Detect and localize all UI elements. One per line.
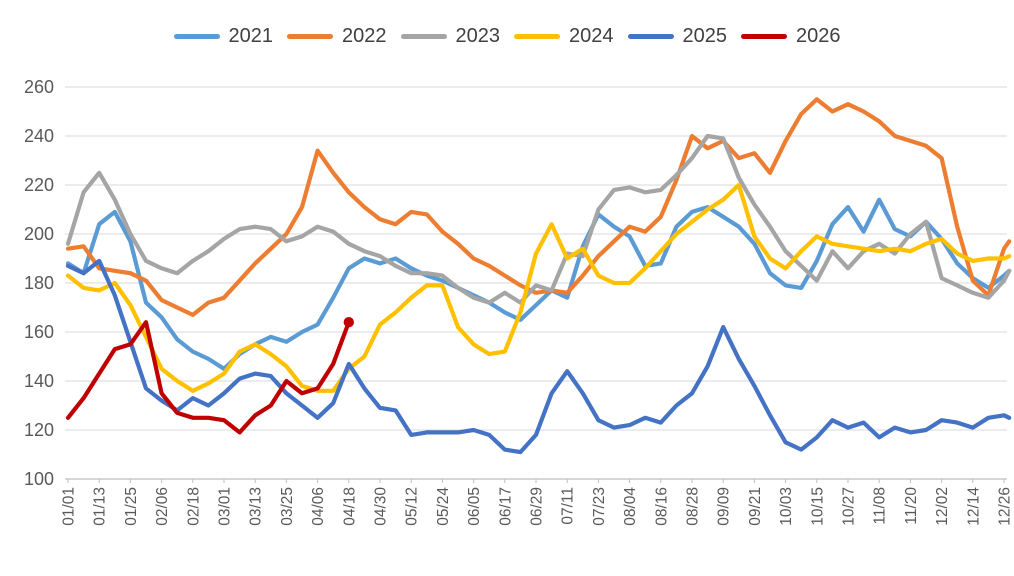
x-tick-label-10/27: 10/27 — [841, 487, 858, 526]
x-tick-label-04/06: 04/06 — [310, 487, 327, 526]
x-tick-label-12/14: 12/14 — [965, 487, 982, 526]
x-tick-label-06/17: 06/17 — [497, 487, 514, 526]
x-tick-label-04/18: 04/18 — [341, 487, 358, 526]
x-tick-label-01/25: 01/25 — [123, 487, 140, 526]
x-tick-label-08/28: 08/28 — [685, 487, 702, 526]
x-tick-label-08/04: 08/04 — [622, 487, 639, 526]
x-tick-label-06/29: 06/29 — [529, 487, 546, 526]
x-tick-label-09/09: 09/09 — [716, 487, 733, 526]
x-tick-label-02/18: 02/18 — [185, 487, 202, 526]
legend-swatch-2022 — [287, 33, 333, 39]
legend-item-2026: 2026 — [741, 26, 841, 46]
x-tick-label-07/23: 07/23 — [591, 487, 608, 526]
y-tick-label-100: 100 — [24, 469, 54, 489]
x-tick-label-01/01: 01/01 — [61, 487, 78, 526]
legend-item-2021: 2021 — [173, 25, 274, 47]
y-tick-label-140: 140 — [24, 371, 54, 391]
series-line-2026 — [65, 320, 351, 435]
x-tick-label-11/20: 11/20 — [903, 487, 920, 525]
legend-item-2022: 2022 — [287, 26, 387, 46]
y-tick-label-220: 220 — [24, 175, 54, 195]
legend-label-2026: 2026 — [796, 25, 841, 47]
legend-label-2022: 2022 — [342, 25, 387, 47]
y-tick-label-240: 240 — [24, 126, 54, 146]
legend-swatch-2026 — [741, 33, 787, 39]
x-tick-label-03/01: 03/01 — [217, 487, 234, 526]
y-tick-label-200: 200 — [24, 224, 54, 244]
y-tick-label-160: 160 — [24, 322, 54, 342]
legend-label-2021: 2021 — [228, 25, 274, 47]
x-tick-label-05/24: 05/24 — [435, 487, 452, 526]
legend-swatch-2023 — [400, 33, 447, 39]
x-tick-label-10/03: 10/03 — [778, 487, 795, 526]
legend-swatch-2024 — [514, 33, 560, 39]
x-tick-label-07/11: 07/11 — [560, 487, 577, 525]
legend-label-2024: 2024 — [569, 25, 614, 47]
series-2026-end-marker — [343, 317, 354, 328]
series-line-2023 — [65, 133, 1012, 305]
x-tick-label-12/02: 12/02 — [934, 487, 951, 526]
x-tick-label-10/15: 10/15 — [809, 487, 826, 526]
series-line-2022 — [65, 97, 1012, 317]
legend-item-2025: 2025 — [627, 25, 728, 47]
legend-item-2024: 2024 — [514, 26, 614, 46]
x-tick-label-04/30: 04/30 — [373, 487, 390, 526]
x-tick-label-11/08: 11/08 — [872, 487, 889, 525]
x-tick-label-05/12: 05/12 — [404, 487, 421, 526]
x-tick-label-03/13: 03/13 — [248, 487, 265, 526]
legend-label-2025: 2025 — [682, 25, 728, 47]
x-tick-label-06/05: 06/05 — [466, 487, 483, 526]
x-tick-label-09/21: 09/21 — [747, 487, 764, 526]
series-line-2024 — [65, 182, 1012, 393]
y-tick-label-260: 260 — [24, 77, 54, 97]
x-tick-label-01/13: 01/13 — [92, 487, 109, 526]
chart-legend: 2021 2022 2023 2024 2025 2026 — [0, 26, 1014, 46]
y-tick-label-180: 180 — [24, 273, 54, 293]
x-tick-label-12/26: 12/26 — [997, 487, 1014, 526]
x-tick-label-08/16: 08/16 — [653, 487, 670, 526]
legend-item-2023: 2023 — [400, 25, 501, 47]
x-tick-label-02/06: 02/06 — [154, 487, 171, 526]
x-tick-label-03/25: 03/25 — [279, 487, 296, 526]
legend-swatch-2025 — [627, 33, 674, 39]
legend-swatch-2021 — [173, 33, 220, 39]
series-line-2025 — [65, 258, 1012, 455]
legend-label-2023: 2023 — [455, 25, 501, 47]
y-tick-label-120: 120 — [24, 420, 54, 440]
